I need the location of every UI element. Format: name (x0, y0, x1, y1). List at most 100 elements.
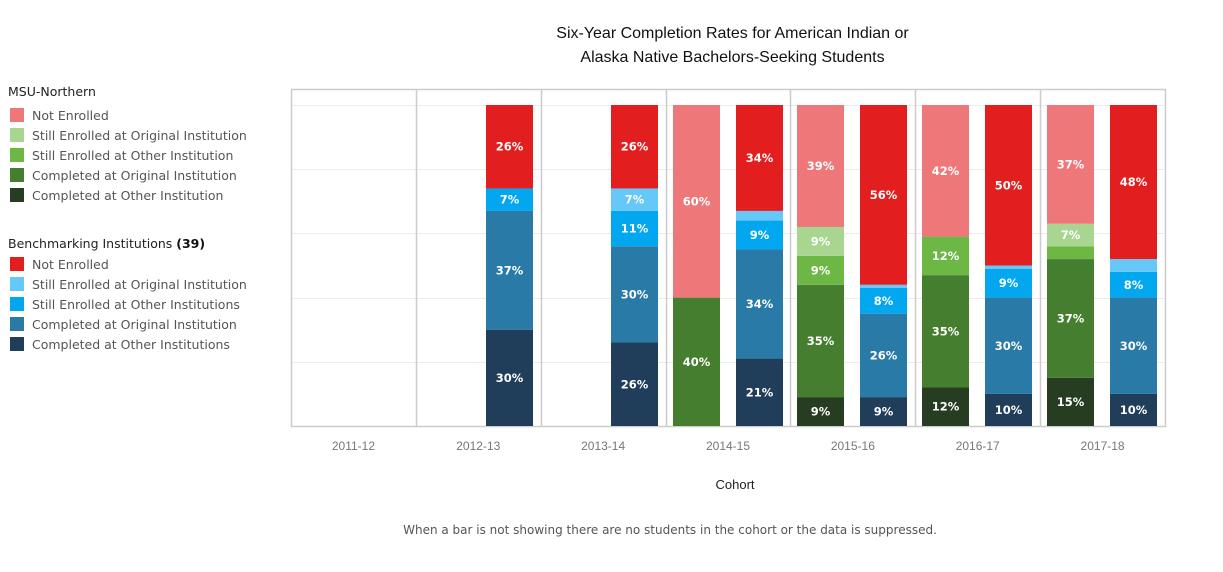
legend-item-msu-completed-original[interactable]: Completed at Original Institution (8, 165, 247, 185)
bar-segment[interactable] (797, 397, 844, 426)
legend-label: Completed at Original Institution (32, 316, 237, 332)
bar-segment[interactable] (985, 268, 1032, 298)
bar-segment[interactable] (1047, 223, 1094, 247)
x-tick-label: 2011-12 (332, 439, 375, 453)
bar-segment[interactable] (1110, 271, 1157, 298)
data-label: 40% (683, 355, 711, 369)
benchmark-bar-2013-14[interactable]: 26% 30% 11% 7% 26% (611, 105, 658, 426)
msu-bar-2015-16[interactable]: 9% 35% 9% 9% 39% (797, 105, 844, 426)
bar-segment[interactable] (611, 342, 658, 426)
legend-item-msu-still-enrolled-original[interactable]: Still Enrolled at Original Institution (8, 125, 247, 145)
bar-segment[interactable] (611, 210, 658, 247)
bar-segment[interactable] (1110, 393, 1157, 426)
bar-segment[interactable] (611, 246, 658, 343)
bar-segment[interactable] (673, 105, 720, 298)
bar-segment[interactable] (922, 105, 969, 237)
bar-segment[interactable] (797, 226, 844, 256)
bar-segment[interactable] (860, 313, 907, 398)
data-label: 26% (621, 140, 649, 154)
msu-bar-2017-18[interactable]: 15% 37% 7% 37% (1047, 105, 1094, 426)
msu-bar-2016-17[interactable]: 12% 35% 12% 42% (922, 105, 969, 426)
legend-swatch (10, 108, 24, 122)
bar-segment[interactable] (611, 105, 658, 189)
legend-benchmark-count: (39) (176, 236, 206, 251)
legend-swatch (10, 337, 24, 351)
bar-segment[interactable] (797, 255, 844, 285)
bar-segment[interactable] (985, 393, 1032, 426)
data-label: 9% (811, 405, 831, 419)
legend-swatch (10, 317, 24, 331)
benchmark-bar-2015-16[interactable]: 9% 26% 8% 56% (860, 105, 907, 426)
bar-segment[interactable] (860, 284, 907, 288)
data-label: 30% (621, 287, 649, 301)
plot-frame (290, 88, 1167, 428)
bar-segment[interactable] (1110, 105, 1157, 260)
legend-swatch (10, 188, 24, 202)
bar-segment[interactable] (797, 284, 844, 398)
legend-item-bench-not-enrolled[interactable]: Not Enrolled (8, 254, 247, 274)
bar-segment[interactable] (1047, 259, 1094, 378)
legend-item-bench-completed-original[interactable]: Completed at Original Institution (8, 314, 247, 334)
bars: 40% 60% 9% 35% 9% 9% 39% 12% 35% 12% 42% 15% 37% 7% 37… (486, 105, 1157, 426)
benchmark-bar-2016-17[interactable]: 10% 30% 9% 50% (985, 105, 1032, 426)
bar-segment[interactable] (1047, 377, 1094, 426)
bar-segment[interactable] (486, 188, 533, 211)
bar-segment[interactable] (736, 358, 783, 426)
legend-swatch (10, 257, 24, 271)
legend-label: Completed at Original Institution (32, 167, 237, 183)
bar-segment[interactable] (1047, 105, 1094, 224)
bar-segment[interactable] (486, 210, 533, 330)
bar-segment[interactable] (736, 249, 783, 359)
bar-segment[interactable] (922, 387, 969, 426)
legend-benchmark-title: Benchmarking Institutions (39) (8, 236, 247, 251)
bar-segment[interactable] (1047, 246, 1094, 260)
bar-segment[interactable] (486, 329, 533, 426)
benchmark-bar-2017-18[interactable]: 10% 30% 8% 48% (1110, 105, 1157, 426)
bar-segment[interactable] (985, 297, 1032, 394)
legend-item-msu-still-enrolled-other[interactable]: Still Enrolled at Other Institution (8, 145, 247, 165)
bar-segment[interactable] (985, 265, 1032, 269)
legend-item-bench-completed-other[interactable]: Completed at Other Institutions (8, 334, 247, 354)
legend-swatch (10, 148, 24, 162)
legend-item-bench-still-enrolled-other[interactable]: Still Enrolled at Other Institutions (8, 294, 247, 314)
bar-segment[interactable] (736, 220, 783, 250)
legend-label: Still Enrolled at Other Institution (32, 147, 234, 163)
data-label: 56% (870, 188, 898, 202)
legend-label: Completed at Other Institution (32, 187, 224, 203)
data-label: 35% (807, 334, 835, 348)
legend-item-bench-still-enrolled-original[interactable]: Still Enrolled at Original Institution (8, 274, 247, 294)
footnote: When a bar is not showing there are no s… (403, 523, 937, 537)
msu-bar-2014-15[interactable]: 40% 60% (673, 105, 720, 426)
bar-segment[interactable] (736, 210, 783, 221)
bar-segment[interactable] (611, 188, 658, 211)
benchmark-bar-2014-15[interactable]: 21% 34% 9% 34% (736, 105, 783, 426)
x-axis-label: Cohort (715, 477, 755, 492)
bar-segment[interactable] (486, 105, 533, 189)
bar-segment[interactable] (673, 297, 720, 426)
bar-segment[interactable] (860, 397, 907, 426)
bar-segment[interactable] (922, 275, 969, 388)
bar-segment[interactable] (736, 105, 783, 211)
data-label: 8% (1124, 278, 1144, 292)
data-label: 30% (1120, 339, 1148, 353)
data-label: 26% (870, 348, 898, 362)
legend-swatch (10, 297, 24, 311)
legend-msu-title: MSU-Northern (8, 84, 96, 99)
data-label: 60% (683, 194, 711, 208)
bar-segment[interactable] (860, 287, 907, 314)
data-label: 10% (995, 403, 1023, 417)
bar-segment[interactable] (797, 105, 844, 227)
benchmark-bar-2012-13[interactable]: 30% 37% 7% 26% (486, 105, 533, 426)
bar-segment[interactable] (922, 236, 969, 276)
chart-title: Six-Year Completion Rates for American I… (480, 22, 985, 70)
bar-segment[interactable] (1110, 259, 1157, 272)
legend-item-msu-not-enrolled[interactable]: Not Enrolled (8, 105, 247, 125)
data-label: 11% (621, 222, 649, 236)
data-label: 12% (932, 400, 960, 414)
data-label: 30% (496, 371, 524, 385)
legend-item-msu-completed-other[interactable]: Completed at Other Institution (8, 185, 247, 205)
legend-swatch (10, 277, 24, 291)
bar-segment[interactable] (860, 105, 907, 285)
bar-segment[interactable] (1110, 297, 1157, 394)
bar-segment[interactable] (985, 105, 1032, 266)
